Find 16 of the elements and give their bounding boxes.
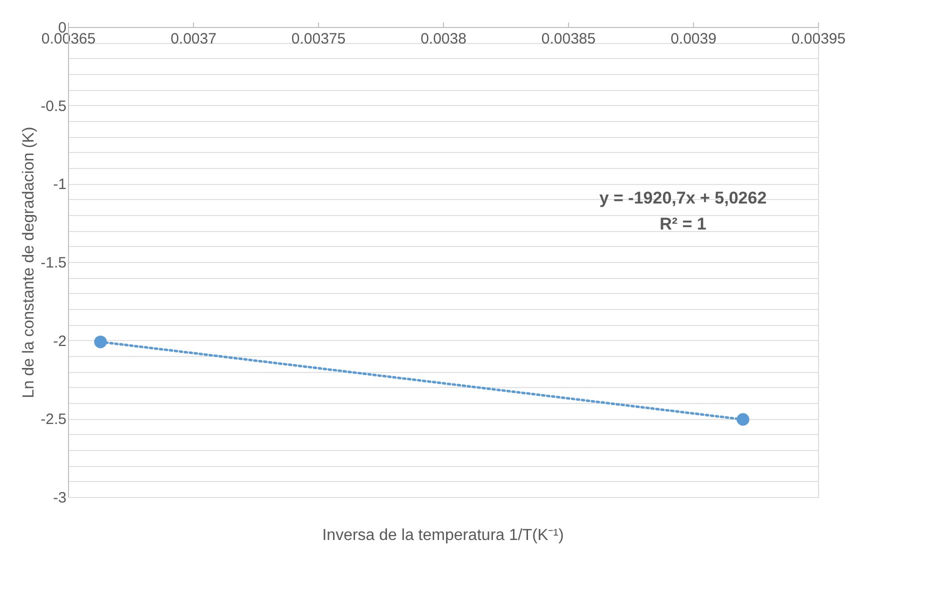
x-tick-label: 0.0038 bbox=[420, 30, 466, 48]
x-tick-label: 0.0039 bbox=[670, 30, 716, 48]
y-tick-label: -2 bbox=[53, 332, 66, 350]
y-tick-label: -1.5 bbox=[40, 254, 66, 272]
x-tick-label: 0.00385 bbox=[541, 30, 596, 48]
y-tick-label: -0.5 bbox=[40, 98, 66, 115]
y-tick-label: -1 bbox=[53, 176, 66, 194]
y-tick-label: -2.5 bbox=[40, 411, 66, 428]
x-tick-label: 0.00395 bbox=[791, 30, 846, 48]
annotation: y = -1920,7x + 5,0262 bbox=[599, 188, 767, 208]
y-axis-title: Ln de la constante de degradacion (K) bbox=[20, 126, 38, 398]
y-tick-label: -3 bbox=[53, 490, 66, 506]
x-axis-title: Inversa de la temperatura 1/T(K⁻¹) bbox=[322, 527, 564, 544]
x-tick-label: 0.0037 bbox=[170, 30, 216, 48]
x-tick-label: 0.00375 bbox=[291, 30, 346, 48]
annotation: R² = 1 bbox=[660, 214, 706, 234]
